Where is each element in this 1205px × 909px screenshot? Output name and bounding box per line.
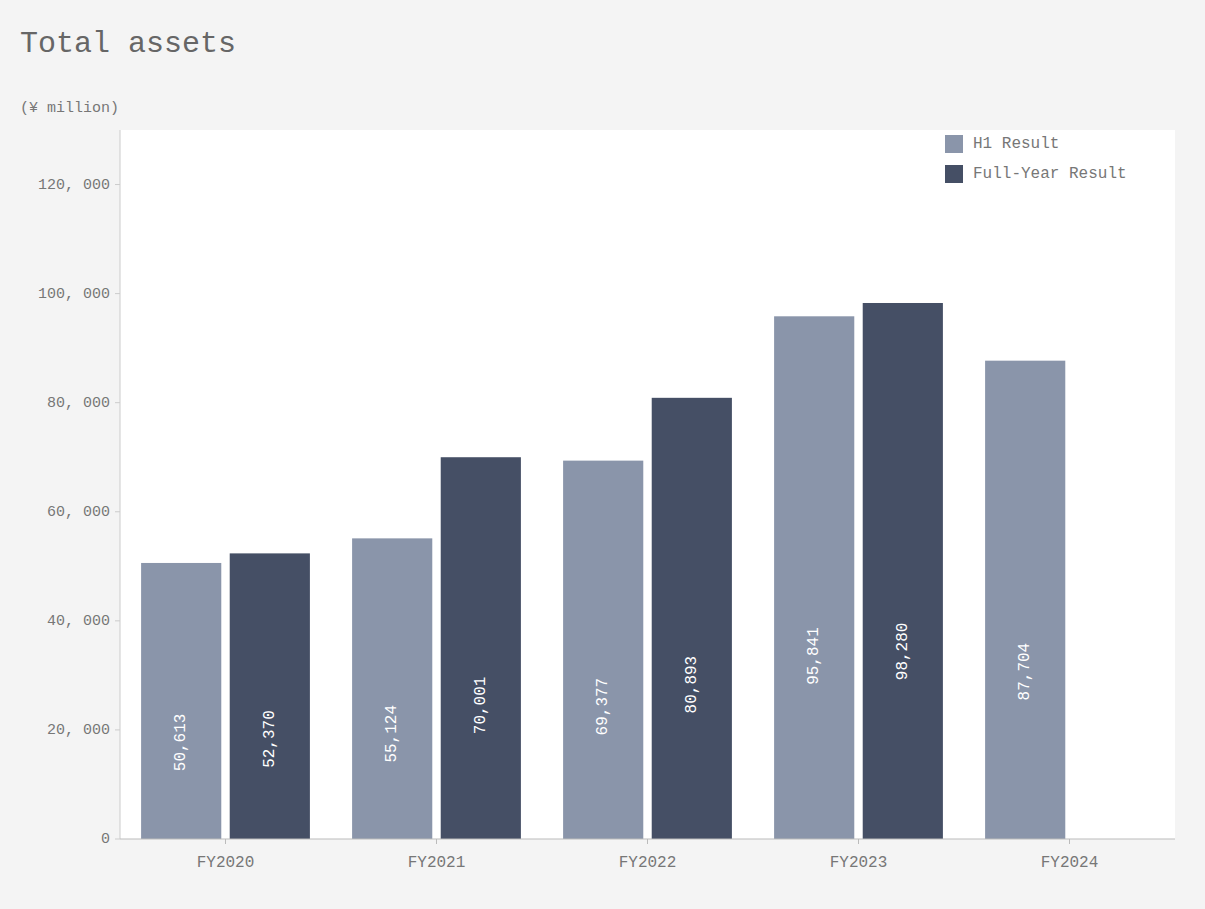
y-tick <box>115 729 120 730</box>
x-tick-label: FY2024 <box>1041 854 1099 872</box>
y-tick-label: 60, 000 <box>47 504 110 521</box>
background <box>0 0 1205 909</box>
data-labels: 50,613 55,124 69,377 95,841 87,704 52,370 70,0… <box>172 623 1034 772</box>
x-tick <box>647 839 648 844</box>
bar <box>230 553 310 839</box>
legend-swatch <box>945 165 963 183</box>
data-label: 95,841 <box>805 627 823 685</box>
y-tick-label: 20, 000 <box>47 722 110 739</box>
bar <box>441 457 521 839</box>
bar <box>985 361 1065 839</box>
y-axis-line <box>120 130 121 839</box>
legend-swatch <box>945 135 963 153</box>
bar <box>774 316 854 839</box>
y-tick <box>115 511 120 512</box>
y-tick <box>115 620 120 621</box>
y-tick-label: 80, 000 <box>47 395 110 412</box>
data-label: 98,280 <box>894 623 912 681</box>
legend-label: Full-Year Result <box>973 165 1127 183</box>
y-axis-label: (¥ million) <box>20 100 119 117</box>
data-label: 87,704 <box>1016 643 1034 701</box>
data-label: 70,001 <box>472 677 490 735</box>
data-label: 55,124 <box>383 705 401 763</box>
x-tick <box>225 839 226 844</box>
plot-area <box>120 130 1175 839</box>
y-tick-label: 120, 000 <box>38 177 110 194</box>
x-tick-label: FY2022 <box>619 854 677 872</box>
legend-label: H1 Result <box>973 135 1059 153</box>
y-tick <box>115 293 120 294</box>
bar <box>563 461 643 839</box>
legend: H1 Result Full-Year Result <box>945 135 1127 183</box>
x-tick-label: FY2020 <box>197 854 255 872</box>
title: Total assets <box>20 27 236 61</box>
bars <box>141 303 1065 839</box>
y-tick <box>115 839 120 840</box>
bar <box>652 398 732 839</box>
chart: Total assets (¥ million) 0 20, 000 40, 000 60… <box>0 0 1205 909</box>
bar <box>141 563 221 839</box>
data-label: 80,893 <box>683 656 701 714</box>
data-label: 50,613 <box>172 714 190 772</box>
x-tick <box>436 839 437 844</box>
y-tick <box>115 184 120 185</box>
bar <box>863 303 943 839</box>
data-label: 69,377 <box>594 678 612 736</box>
x-tick <box>858 839 859 844</box>
x-tick-label: FY2023 <box>830 854 888 872</box>
data-label: 52,370 <box>261 710 279 768</box>
bar <box>352 538 432 839</box>
x-tick <box>1069 839 1070 844</box>
y-tick-label: 0 <box>101 831 110 848</box>
y-tick <box>115 402 120 403</box>
y-tick-label: 100, 000 <box>38 286 110 303</box>
y-tick-label: 40, 000 <box>47 613 110 630</box>
x-tick-label: FY2021 <box>408 854 466 872</box>
